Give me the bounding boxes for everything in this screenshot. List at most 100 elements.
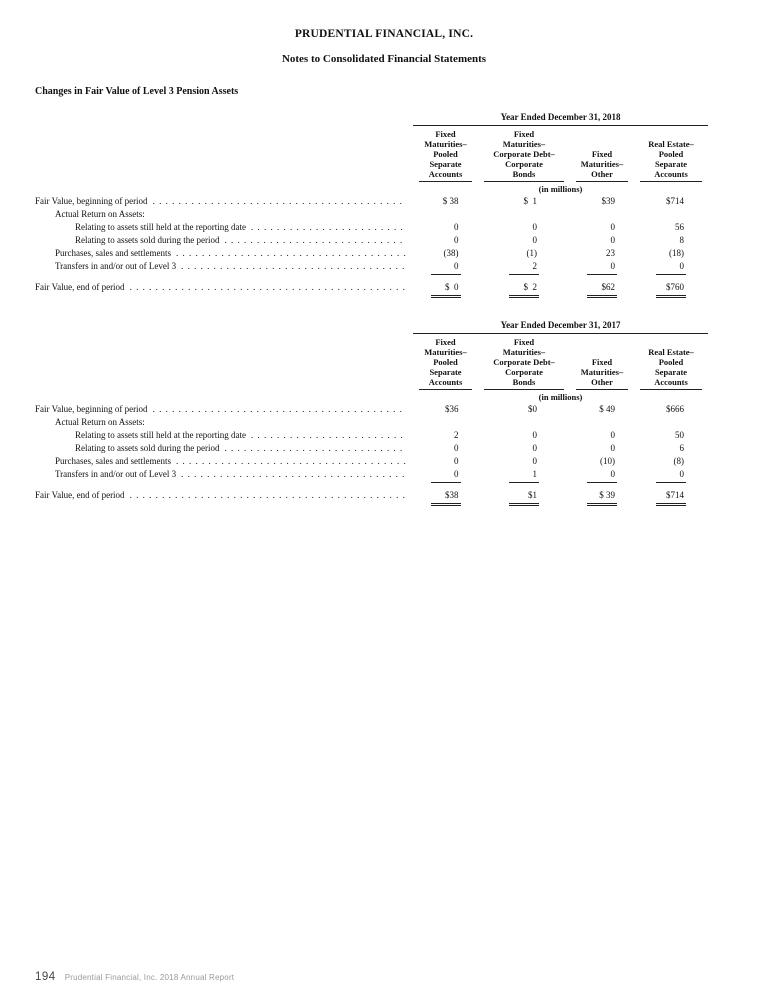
pension-assets-table-2017: Year Ended December 31, 2017 Fixed Matur…	[35, 320, 709, 506]
cell-value: $714	[666, 196, 685, 206]
period-header-row: Year Ended December 31, 2018	[35, 112, 709, 126]
cell-value: (18)	[669, 248, 685, 258]
row-label: Purchases, sales and settlements	[55, 248, 171, 258]
report-name: Prudential Financial, Inc. 2018 Annual R…	[64, 973, 235, 982]
table-row: Transfers in and/or out of Level 3 0 1 0…	[35, 468, 708, 483]
cell-value: $62	[587, 281, 617, 298]
cell-value: $714	[656, 489, 687, 506]
cell-value: 2	[509, 260, 539, 275]
cell-value: 2	[454, 430, 459, 440]
table-row: Fair Value, beginning of period $ 38 $ 1…	[35, 195, 708, 208]
table-row: Fair Value, end of period $38 $1 $ 39 $7…	[35, 483, 708, 506]
cell-value: 0	[610, 235, 616, 245]
cell-value: $1	[509, 489, 539, 506]
dot-leader	[224, 442, 406, 455]
cell-value: $ 2	[509, 281, 539, 298]
company-title: PRUDENTIAL FINANCIAL, INC.	[294, 28, 474, 40]
dot-leader	[251, 429, 406, 442]
cell-value: $ 0	[430, 281, 461, 298]
cell-value: 0	[454, 456, 459, 466]
table-row: Transfers in and/or out of Level 3 0 2 0…	[35, 260, 708, 275]
row-label: Fair Value, end of period	[35, 490, 125, 500]
period-header-row: Year Ended December 31, 2017	[35, 320, 709, 334]
cell-value: 0	[610, 430, 616, 440]
cell-value: $0	[528, 404, 537, 414]
column-header: Fixed Maturities– Pooled Separate Accoun…	[419, 337, 472, 390]
cell-value: (8)	[673, 456, 685, 466]
cell-value: 0	[532, 222, 538, 232]
cell-value: $38	[430, 489, 461, 506]
table-row: Purchases, sales and settlements 0 0 (10…	[35, 455, 708, 468]
cell-value: 0	[656, 260, 687, 275]
cell-value: 0	[454, 235, 459, 245]
cell-value: (38)	[443, 248, 459, 258]
cell-value: 0	[610, 222, 616, 232]
row-label: Actual Return on Assets:	[55, 417, 145, 427]
table-row: Relating to assets still held at the rep…	[35, 221, 708, 234]
cell-value: 0	[430, 260, 461, 275]
cell-value: $36	[445, 404, 459, 414]
dot-leader	[130, 489, 406, 502]
cell-value: 0	[454, 222, 459, 232]
column-header: Real Estate– Pooled Separate Accounts	[640, 347, 703, 390]
cell-value: 1	[509, 468, 539, 483]
cell-value: 0	[532, 456, 538, 466]
cell-value: $ 49	[599, 404, 615, 414]
period-header: Year Ended December 31, 2017	[413, 320, 709, 334]
dot-leader	[176, 455, 406, 468]
data-table: Year Ended December 31, 2018 Fixed Matur…	[35, 112, 709, 298]
units-row: (in millions)	[35, 182, 708, 195]
cell-value: $666	[666, 404, 685, 414]
cell-value: 0	[430, 468, 461, 483]
table-row: Purchases, sales and settlements (38) (1…	[35, 247, 708, 260]
table-row: Actual Return on Assets:	[35, 208, 708, 221]
table-row: Fair Value, beginning of period $36 $0 $…	[35, 403, 708, 416]
column-header: Fixed Maturities– Pooled Separate Accoun…	[419, 129, 472, 182]
cell-value: 0	[587, 260, 617, 275]
cell-value: $ 39	[587, 489, 617, 506]
row-label: Relating to assets still held at the rep…	[75, 430, 246, 440]
dot-leader	[181, 468, 406, 481]
cell-value: (10)	[600, 456, 615, 466]
row-label: Relating to assets sold during the perio…	[75, 443, 220, 453]
dot-leader	[153, 403, 406, 416]
period-header: Year Ended December 31, 2018	[413, 112, 709, 126]
page-number: 194	[35, 971, 56, 983]
cell-value: 6	[679, 443, 685, 453]
row-label: Fair Value, beginning of period	[35, 404, 148, 414]
dot-leader	[181, 260, 406, 273]
cell-value: 0	[587, 468, 617, 483]
row-label: Relating to assets still held at the rep…	[75, 222, 246, 232]
section-heading: Changes in Fair Value of Level 3 Pension…	[35, 86, 239, 97]
dot-leader	[224, 234, 406, 247]
column-header: Fixed Maturities– Other	[576, 149, 628, 182]
cell-value: 0	[454, 443, 459, 453]
cell-value: $760	[656, 281, 687, 298]
cell-value: 50	[675, 430, 685, 440]
cell-value: $ 1	[523, 196, 538, 206]
units-note: (in millions)	[538, 392, 583, 402]
column-header: Fixed Maturities– Corporate Debt– Corpor…	[484, 129, 564, 182]
row-label: Purchases, sales and settlements	[55, 456, 171, 466]
table-row: Fair Value, end of period $ 0 $ 2 $62 $7…	[35, 275, 708, 298]
units-note: (in millions)	[538, 184, 583, 194]
row-label: Actual Return on Assets:	[55, 209, 145, 219]
cell-value: $39	[601, 196, 616, 206]
cell-value: 0	[656, 468, 687, 483]
row-label: Transfers in and/or out of Level 3	[55, 261, 177, 271]
document-subtitle: Notes to Consolidated Financial Statemen…	[281, 53, 487, 65]
column-header: Fixed Maturities– Other	[576, 357, 628, 390]
cell-value: 0	[532, 430, 538, 440]
row-label: Fair Value, beginning of period	[35, 196, 148, 206]
table-row: Relating to assets sold during the perio…	[35, 442, 708, 455]
table-row: Actual Return on Assets:	[35, 416, 708, 429]
table-row: Relating to assets sold during the perio…	[35, 234, 708, 247]
data-table: Year Ended December 31, 2017 Fixed Matur…	[35, 320, 709, 506]
cell-value: 56	[675, 222, 685, 232]
table-row: Relating to assets still held at the rep…	[35, 429, 708, 442]
row-label: Fair Value, end of period	[35, 282, 125, 292]
cell-value: (1)	[526, 248, 538, 258]
row-label: Relating to assets sold during the perio…	[75, 235, 220, 245]
dot-leader	[130, 281, 406, 294]
cell-value: $ 38	[442, 196, 459, 206]
